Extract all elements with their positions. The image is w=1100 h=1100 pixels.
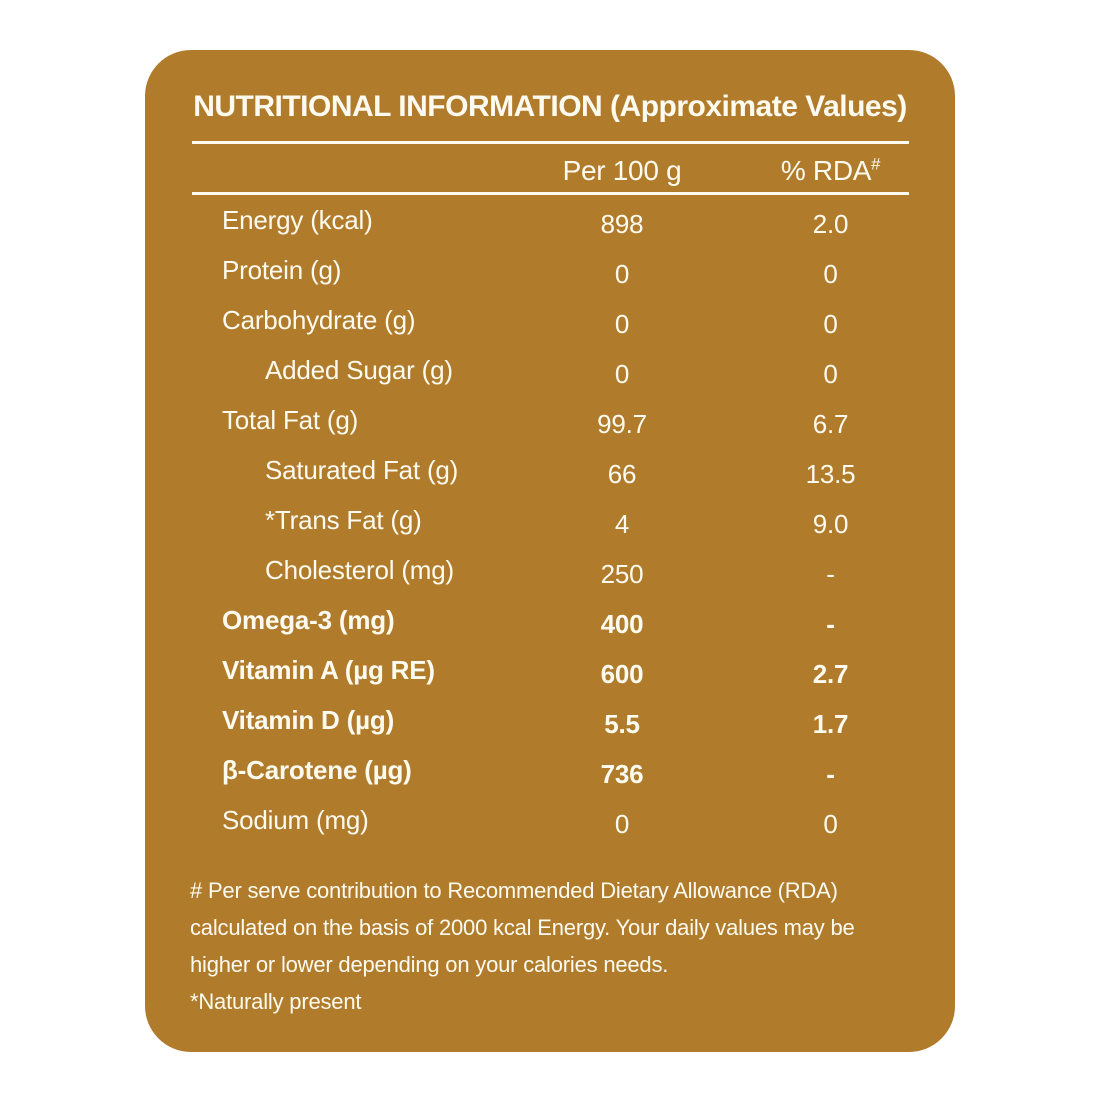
rda-percent-value: 9.0 (812, 508, 849, 539)
nutrient-label: Energy (kcal) (222, 204, 373, 235)
nutrition-label-card: NUTRITIONAL INFORMATION (Approximate Val… (145, 50, 955, 1052)
nutrient-label: Sodium (mg) (222, 804, 369, 835)
footnotes: # Per serve contribution to Recommended … (190, 872, 910, 1020)
table-row: Vitamin D (µg) 5.5 1.7 (192, 695, 909, 745)
per-100g-value: 4 (614, 508, 630, 539)
rda-footnote-line-2: calculated on the basis of 2000 kcal Ene… (190, 915, 855, 940)
nutrient-label: *Trans Fat (g) (265, 504, 422, 535)
table-row: *Trans Fat (g) 4 9.0 (192, 495, 909, 545)
rda-percent-value: 0 (823, 358, 838, 389)
column-header-rda: % RDA# (752, 155, 909, 187)
table-row: Protein (g) 0 0 (192, 245, 909, 295)
table-row: Added Sugar (g) 0 0 (192, 345, 909, 395)
rda-percent-value: 2.7 (812, 658, 849, 689)
rda-footnote-line-1: # Per serve contribution to Recommended … (190, 878, 838, 903)
rda-percent-value: - (826, 558, 835, 589)
rda-percent-value: 0 (823, 808, 838, 839)
nutrient-label: Cholesterol (mg) (265, 554, 454, 585)
rda-percent-value: 2.0 (812, 208, 849, 239)
per-100g-value: 0 (614, 358, 630, 389)
nutrient-label: Vitamin A (µg RE) (222, 654, 435, 685)
table-row: β-Carotene (µg) 736 - (192, 745, 909, 795)
per-100g-value: 898 (600, 208, 644, 239)
per-100g-value: 400 (600, 608, 644, 639)
divider-under-title (192, 141, 909, 144)
per-100g-value: 600 (600, 658, 644, 689)
table-row: Total Fat (g) 99.7 6.7 (192, 395, 909, 445)
nutrient-label: Saturated Fat (g) (265, 454, 459, 485)
table-header-row: Per 100 g % RDA# (192, 150, 909, 192)
per-100g-value: 5.5 (604, 708, 640, 739)
table-row: Carbohydrate (g) 0 0 (192, 295, 909, 345)
nutrient-label: Total Fat (g) (222, 404, 359, 435)
rda-footnote-line-3: higher or lower depending on your calori… (190, 952, 669, 977)
nutrient-label: Carbohydrate (g) (222, 304, 416, 335)
divider-under-header (192, 192, 909, 195)
table-row: Sodium (mg) 0 0 (192, 795, 909, 845)
rda-percent-value: 6.7 (812, 408, 849, 439)
per-100g-value: 66 (607, 458, 637, 489)
nutrient-label: Protein (g) (222, 254, 342, 285)
per-100g-value: 99.7 (597, 408, 647, 439)
nutrient-label: Added Sugar (g) (265, 354, 453, 385)
rda-percent-value: 1.7 (812, 708, 849, 739)
nutrient-label: β-Carotene (µg) (222, 754, 412, 785)
per-100g-value: 0 (614, 808, 630, 839)
rda-percent-value: 0 (823, 308, 838, 339)
rda-hash-superscript: # (871, 154, 881, 174)
nutrient-label: Omega-3 (mg) (222, 604, 395, 635)
rda-percent-value: 0 (823, 258, 838, 289)
column-header-per-100g: Per 100 g (562, 155, 682, 186)
per-100g-value: 736 (600, 758, 644, 789)
nutrition-title: NUTRITIONAL INFORMATION (Approximate Val… (193, 90, 907, 123)
table-row: Saturated Fat (g) 66 13.5 (192, 445, 909, 495)
nutrient-label: Vitamin D (µg) (222, 704, 395, 735)
per-100g-value: 0 (614, 308, 630, 339)
rda-header-text: % RDA (780, 155, 872, 186)
rda-percent-value: 13.5 (805, 458, 856, 489)
table-row: Vitamin A (µg RE) 600 2.7 (192, 645, 909, 695)
table-row: Omega-3 (mg) 400 - (192, 595, 909, 645)
per-100g-value: 0 (614, 258, 630, 289)
table-row: Cholesterol (mg) 250 - (192, 545, 909, 595)
table-row: Energy (kcal) 898 2.0 (192, 195, 909, 245)
naturally-present-footnote: *Naturally present (190, 989, 362, 1014)
per-100g-value: 250 (600, 558, 644, 589)
rda-percent-value: - (826, 608, 835, 639)
table-rows: Energy (kcal) 898 2.0 Protein (g) 0 0 Ca… (192, 195, 909, 845)
rda-percent-value: - (826, 758, 835, 789)
